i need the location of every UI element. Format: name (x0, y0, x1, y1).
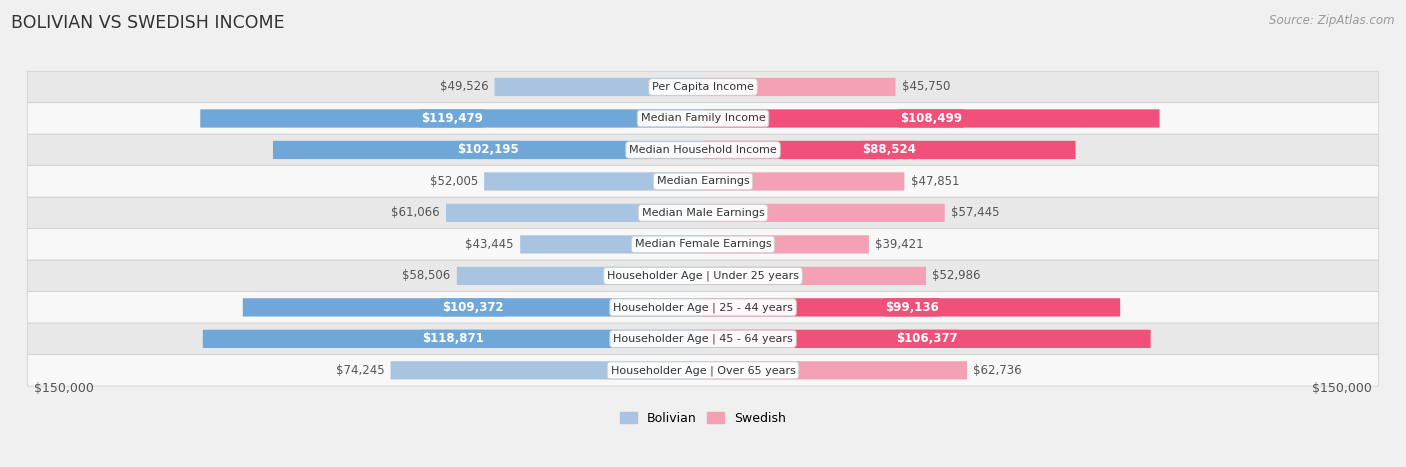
Text: BOLIVIAN VS SWEDISH INCOME: BOLIVIAN VS SWEDISH INCOME (11, 14, 285, 32)
FancyBboxPatch shape (484, 172, 703, 191)
Text: $57,445: $57,445 (950, 206, 1000, 219)
Text: $150,000: $150,000 (1312, 382, 1372, 395)
Text: Householder Age | 25 - 44 years: Householder Age | 25 - 44 years (613, 302, 793, 312)
FancyBboxPatch shape (703, 330, 1150, 348)
FancyBboxPatch shape (28, 323, 1378, 354)
Text: Median Family Income: Median Family Income (641, 113, 765, 123)
Text: $49,526: $49,526 (440, 80, 488, 93)
Text: $45,750: $45,750 (901, 80, 950, 93)
Text: $52,986: $52,986 (932, 269, 981, 283)
Text: Householder Age | 45 - 64 years: Householder Age | 45 - 64 years (613, 333, 793, 344)
Text: Per Capita Income: Per Capita Income (652, 82, 754, 92)
FancyBboxPatch shape (28, 134, 1378, 166)
FancyBboxPatch shape (446, 204, 703, 222)
FancyBboxPatch shape (28, 229, 1378, 260)
FancyBboxPatch shape (703, 361, 967, 380)
FancyBboxPatch shape (703, 235, 869, 254)
Text: $88,524: $88,524 (862, 143, 917, 156)
Text: Median Female Earnings: Median Female Earnings (634, 240, 772, 249)
Text: $150,000: $150,000 (34, 382, 94, 395)
FancyBboxPatch shape (520, 235, 703, 254)
Text: $52,005: $52,005 (430, 175, 478, 188)
FancyBboxPatch shape (273, 141, 703, 159)
FancyBboxPatch shape (703, 109, 1160, 127)
FancyBboxPatch shape (28, 197, 1378, 229)
Text: $118,871: $118,871 (422, 333, 484, 346)
FancyBboxPatch shape (28, 71, 1378, 103)
Text: Median Earnings: Median Earnings (657, 177, 749, 186)
Text: $106,377: $106,377 (896, 333, 957, 346)
Text: Median Male Earnings: Median Male Earnings (641, 208, 765, 218)
Text: $39,421: $39,421 (875, 238, 924, 251)
FancyBboxPatch shape (495, 78, 703, 96)
Text: Source: ZipAtlas.com: Source: ZipAtlas.com (1270, 14, 1395, 27)
FancyBboxPatch shape (703, 141, 1076, 159)
FancyBboxPatch shape (202, 330, 703, 348)
Text: $61,066: $61,066 (391, 206, 440, 219)
FancyBboxPatch shape (28, 291, 1378, 323)
FancyBboxPatch shape (457, 267, 703, 285)
Text: Householder Age | Under 25 years: Householder Age | Under 25 years (607, 271, 799, 281)
Text: $62,736: $62,736 (973, 364, 1022, 377)
Text: $108,499: $108,499 (900, 112, 962, 125)
FancyBboxPatch shape (28, 166, 1378, 197)
FancyBboxPatch shape (200, 109, 703, 127)
FancyBboxPatch shape (703, 267, 927, 285)
Legend: Bolivian, Swedish: Bolivian, Swedish (614, 407, 792, 430)
FancyBboxPatch shape (243, 298, 703, 317)
Text: $119,479: $119,479 (420, 112, 482, 125)
Text: $102,195: $102,195 (457, 143, 519, 156)
FancyBboxPatch shape (28, 103, 1378, 134)
Text: $74,245: $74,245 (336, 364, 384, 377)
FancyBboxPatch shape (703, 204, 945, 222)
Text: $43,445: $43,445 (465, 238, 513, 251)
Text: $109,372: $109,372 (441, 301, 503, 314)
FancyBboxPatch shape (703, 298, 1121, 317)
FancyBboxPatch shape (703, 78, 896, 96)
FancyBboxPatch shape (28, 354, 1378, 386)
Text: Median Household Income: Median Household Income (628, 145, 778, 155)
Text: $99,136: $99,136 (884, 301, 938, 314)
FancyBboxPatch shape (28, 260, 1378, 291)
Text: $47,851: $47,851 (911, 175, 959, 188)
FancyBboxPatch shape (703, 172, 904, 191)
Text: $58,506: $58,506 (402, 269, 450, 283)
Text: Householder Age | Over 65 years: Householder Age | Over 65 years (610, 365, 796, 375)
FancyBboxPatch shape (391, 361, 703, 380)
